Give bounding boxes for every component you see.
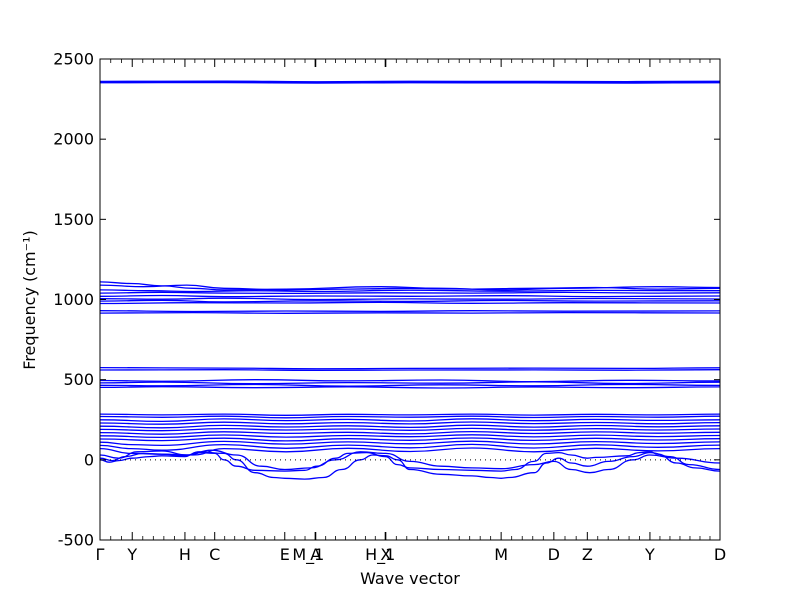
y-tick-label: 2000 [53, 130, 94, 149]
band-line-oh-8 [100, 301, 720, 305]
y-tick-label: 0 [84, 450, 94, 469]
band-line-low-4 [100, 421, 720, 425]
band-line-acoustic-3 [100, 449, 720, 474]
x-tick-label: M [494, 545, 508, 564]
band-line-mid-6 [100, 386, 720, 389]
band-line-mid-1 [100, 366, 720, 370]
band-line-oh-5 [100, 294, 720, 298]
y-tick-label: 1000 [53, 290, 94, 309]
band-line-oh-10 [100, 311, 720, 314]
x-axis-ticks: Γ Y H C E M_1A H_1X M D Z Y D [96, 59, 726, 565]
y-tick-label: 500 [63, 370, 94, 389]
x-tick-label: M_1 [292, 545, 324, 565]
band-line-low-1 [100, 413, 720, 416]
band-line-low-3 [100, 418, 720, 423]
band-line-low-9 [100, 437, 720, 442]
band-line-oh-6 [100, 297, 720, 301]
band-line-mid-3 [100, 379, 720, 383]
band-line-mid-5 [100, 383, 720, 387]
x-axis-label: Wave vector [360, 569, 460, 588]
band-line-low-2 [100, 415, 720, 419]
x-tick-label: Y [644, 545, 655, 564]
band-line-low-7 [100, 430, 720, 435]
band-line-oh-2 [100, 284, 720, 291]
x-tick-label: X [380, 545, 391, 564]
x-tick-label: E [280, 545, 290, 564]
x-tick-label: Z [582, 545, 593, 564]
band-line-mid-4 [100, 381, 720, 385]
band-line-low-6 [100, 427, 720, 432]
band-line-mid-2 [100, 369, 720, 372]
y-tick-label: 2500 [53, 50, 94, 69]
y-tick-label: 1500 [53, 210, 94, 229]
band-line-low-11 [100, 443, 720, 451]
y-axis-ticks: -500 0 500 1000 1500 2000 2500 [53, 50, 720, 550]
band-line-oh-4 [100, 291, 720, 295]
band-line-oh-3 [100, 289, 720, 293]
band-line-low-10 [100, 440, 720, 447]
band-line-oh-7 [100, 299, 720, 303]
x-tick-label: H_1 [365, 545, 395, 565]
x-tick-label: D [714, 545, 726, 564]
band-line-high-3 [100, 81, 720, 84]
x-tick-label: Y [126, 545, 137, 564]
band-line-oh-9 [100, 310, 720, 313]
band-line-low-5 [100, 424, 720, 429]
phonon-bands [100, 80, 720, 480]
x-tick-label: Γ [96, 545, 105, 564]
band-line-acoustic-2 [100, 451, 720, 480]
y-axis-label: Frequency (cm⁻¹) [20, 230, 39, 369]
band-line-high-1 [100, 80, 720, 83]
x-tick-label: A [310, 545, 321, 564]
x-tick-label: H [179, 545, 191, 564]
y-tick-label: -500 [58, 531, 94, 550]
plot-frame [99, 58, 721, 541]
x-tick-label: D [548, 545, 560, 564]
x-tick-label: C [209, 545, 220, 564]
band-line-low-8 [100, 434, 720, 439]
